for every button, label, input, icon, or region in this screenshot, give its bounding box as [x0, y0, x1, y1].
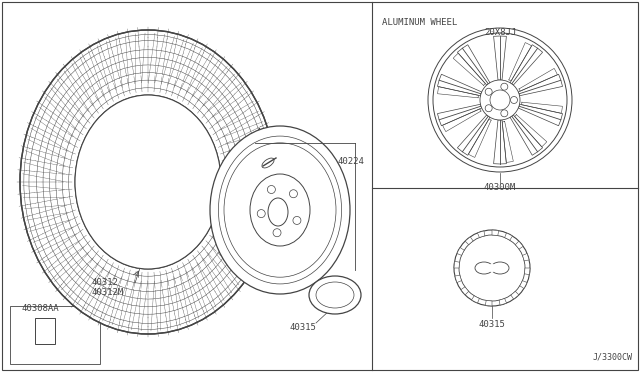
Polygon shape — [515, 241, 523, 249]
Ellipse shape — [262, 158, 274, 168]
Ellipse shape — [250, 174, 310, 246]
Circle shape — [501, 110, 508, 117]
Polygon shape — [518, 104, 563, 126]
Text: 40300M: 40300M — [484, 183, 516, 192]
Circle shape — [485, 88, 492, 95]
Ellipse shape — [210, 126, 350, 294]
Polygon shape — [510, 115, 543, 155]
Text: J/3300CW: J/3300CW — [593, 353, 633, 362]
Text: 20X8JJ: 20X8JJ — [484, 28, 516, 37]
Polygon shape — [499, 298, 506, 305]
Text: 40300M: 40300M — [255, 128, 287, 137]
Polygon shape — [457, 247, 464, 255]
Polygon shape — [522, 253, 529, 261]
Text: 40315: 40315 — [290, 323, 317, 332]
Text: 40315: 40315 — [479, 320, 506, 329]
Circle shape — [511, 96, 518, 103]
Ellipse shape — [475, 262, 493, 274]
Circle shape — [454, 230, 530, 306]
Circle shape — [480, 80, 520, 120]
Bar — [35, 318, 55, 344]
Polygon shape — [485, 301, 492, 306]
Circle shape — [490, 90, 510, 110]
Polygon shape — [518, 74, 563, 96]
Polygon shape — [472, 296, 479, 303]
Polygon shape — [455, 275, 461, 283]
Ellipse shape — [20, 30, 276, 334]
Circle shape — [268, 186, 275, 193]
Circle shape — [433, 33, 567, 167]
Circle shape — [485, 105, 492, 112]
Polygon shape — [438, 104, 482, 126]
Polygon shape — [458, 45, 490, 85]
Polygon shape — [520, 280, 527, 289]
Ellipse shape — [268, 198, 288, 226]
Polygon shape — [458, 115, 490, 155]
Circle shape — [289, 190, 298, 198]
Polygon shape — [454, 261, 460, 268]
Ellipse shape — [274, 203, 286, 217]
Ellipse shape — [75, 95, 221, 269]
Polygon shape — [438, 74, 482, 96]
Ellipse shape — [491, 262, 509, 274]
Polygon shape — [477, 231, 485, 237]
Text: 40224: 40224 — [338, 157, 365, 166]
Bar — [10, 306, 100, 364]
Circle shape — [273, 229, 281, 237]
Polygon shape — [511, 291, 519, 299]
Text: 40312
40312M: 40312 40312M — [92, 278, 124, 297]
Text: 40308AA: 40308AA — [22, 304, 60, 313]
Polygon shape — [492, 230, 499, 235]
Ellipse shape — [75, 95, 221, 269]
Polygon shape — [493, 36, 506, 80]
Circle shape — [501, 83, 508, 90]
Polygon shape — [510, 45, 543, 85]
Ellipse shape — [487, 264, 497, 272]
Polygon shape — [504, 233, 513, 240]
Circle shape — [428, 28, 572, 172]
Polygon shape — [525, 268, 530, 275]
Polygon shape — [493, 120, 506, 164]
Circle shape — [293, 217, 301, 224]
Circle shape — [257, 209, 265, 218]
Polygon shape — [465, 237, 473, 245]
Text: ALUMINUM WHEEL: ALUMINUM WHEEL — [382, 18, 457, 27]
Ellipse shape — [309, 276, 361, 314]
Polygon shape — [461, 287, 468, 295]
